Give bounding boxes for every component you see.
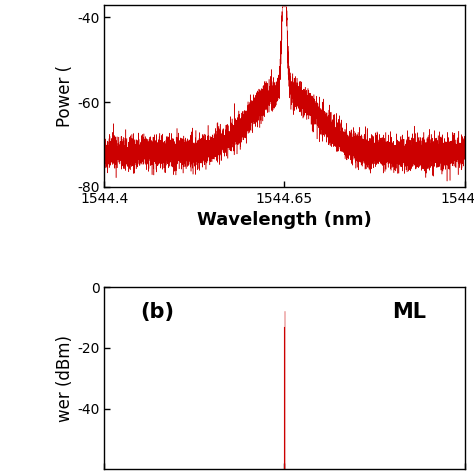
Y-axis label: Power (: Power ( <box>56 65 74 127</box>
Text: (b): (b) <box>140 301 174 322</box>
Y-axis label: wer (dBm): wer (dBm) <box>56 335 74 422</box>
X-axis label: Wavelength (nm): Wavelength (nm) <box>197 211 372 229</box>
Text: ML: ML <box>392 301 427 322</box>
